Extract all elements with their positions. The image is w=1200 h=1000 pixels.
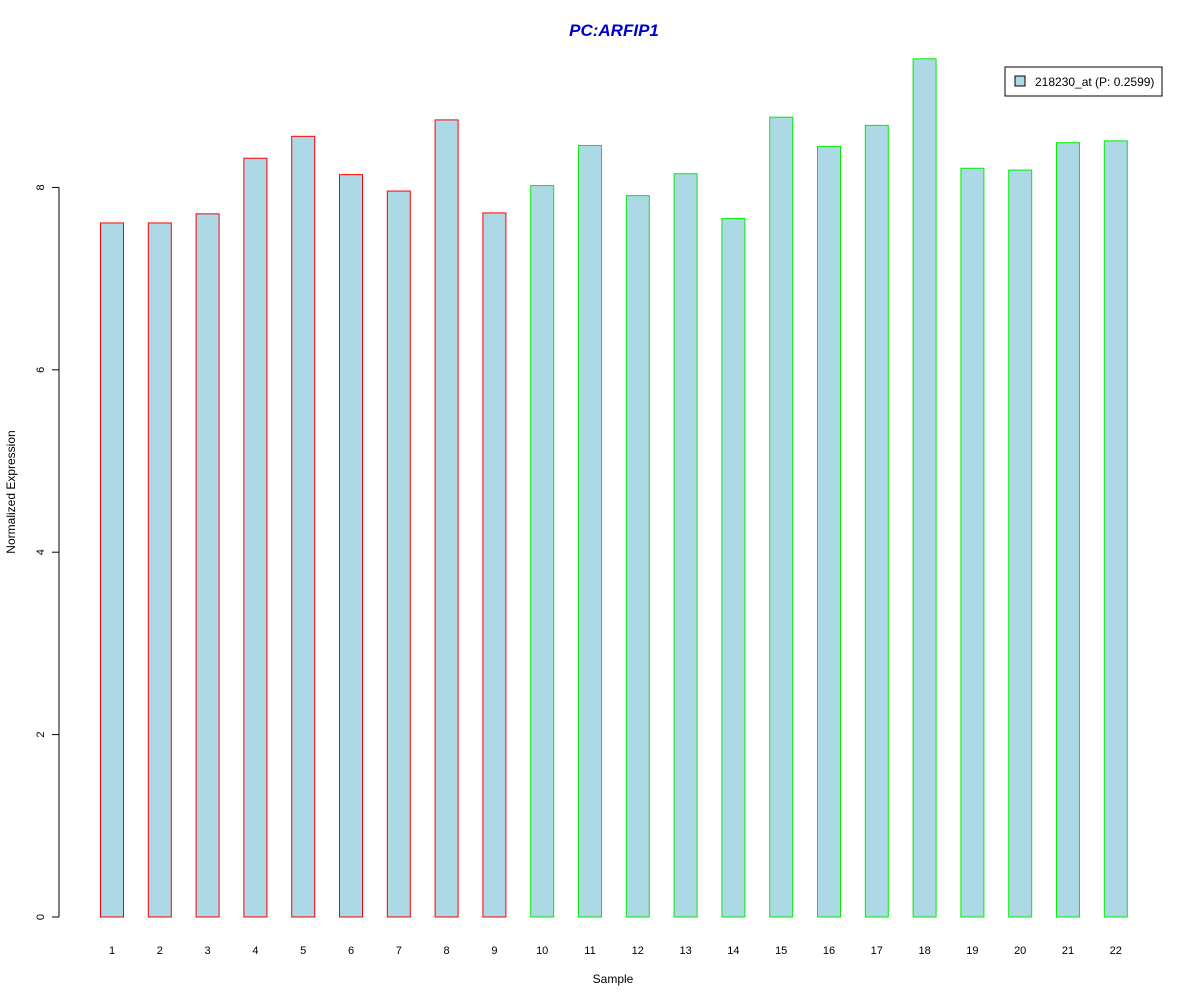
x-tick-label: 10 [536, 945, 548, 957]
x-tick-label: 19 [966, 945, 978, 957]
bar-sample-14 [721, 217, 746, 918]
bar-sample-5 [291, 135, 316, 918]
bar-sample-16 [817, 145, 841, 918]
legend: 218230_at (P: 0.2599) [1004, 66, 1163, 97]
bar-sample-6 [339, 174, 363, 918]
x-tick-label: 18 [918, 945, 930, 957]
y-tick-label: 8 [35, 184, 47, 190]
bar-sample-3 [195, 213, 220, 918]
bar-sample-2 [147, 222, 172, 918]
x-tick-label: 11 [584, 945, 595, 957]
x-tick-label: 4 [252, 945, 258, 957]
bar-sample-22 [1103, 140, 1128, 918]
x-tick-label: 21 [1062, 945, 1074, 957]
x-tick-label: 16 [823, 945, 835, 957]
legend-box [1004, 66, 1163, 97]
y-axis-label: Normalized Expression [4, 430, 18, 553]
bar-sample-21 [1056, 142, 1080, 918]
y-tick-label: 4 [35, 549, 47, 555]
bar-sample-15 [769, 116, 794, 918]
x-tick-label: 22 [1110, 945, 1122, 957]
chart-title: PC:ARFIP1 [569, 21, 659, 40]
bar-sample-19 [960, 167, 985, 918]
x-axis-ticks: 1 2 3 4 5 6 7 8 9 10 11 12 13 14 15 16 17 18 19 20 21 22 [109, 945, 1122, 957]
bar-sample-18 [912, 58, 937, 918]
bar-sample-1 [100, 222, 124, 918]
y-tick-label: 6 [35, 367, 47, 373]
x-tick-label: 5 [300, 945, 306, 957]
legend-label: 218230_at (P: 0.2599) [1035, 75, 1154, 89]
bar-sample-11 [578, 144, 602, 918]
x-tick-label: 15 [775, 945, 787, 957]
legend-swatch [1014, 75, 1026, 87]
bar-sample-12 [625, 195, 650, 918]
x-tick-label: 1 [109, 945, 115, 957]
x-tick-label: 13 [679, 945, 691, 957]
bar-sample-10 [530, 185, 555, 918]
x-tick-label: 7 [396, 945, 402, 957]
bar-sample-9 [482, 212, 507, 918]
bar-sample-20 [1008, 169, 1033, 918]
x-tick-label: 3 [205, 945, 211, 957]
x-axis-label: Sample [593, 972, 634, 986]
bar-sample-4 [243, 157, 268, 918]
y-tick-label: 0 [35, 914, 47, 920]
x-tick-label: 17 [871, 945, 883, 957]
x-tick-label: 9 [491, 945, 497, 957]
bar-sample-8 [434, 119, 459, 918]
bar-sample-7 [386, 190, 411, 918]
bars [100, 58, 1128, 918]
y-tick-label: 2 [35, 732, 47, 738]
x-tick-label: 12 [632, 945, 644, 957]
y-axis: 0 2 4 6 8 [35, 184, 60, 920]
x-tick-label: 8 [444, 945, 450, 957]
x-tick-label: 14 [727, 945, 739, 957]
x-tick-label: 2 [157, 945, 163, 957]
bar-sample-13 [673, 173, 698, 918]
x-tick-label: 20 [1014, 945, 1026, 957]
x-tick-label: 6 [348, 945, 354, 957]
bar-sample-17 [864, 124, 889, 918]
